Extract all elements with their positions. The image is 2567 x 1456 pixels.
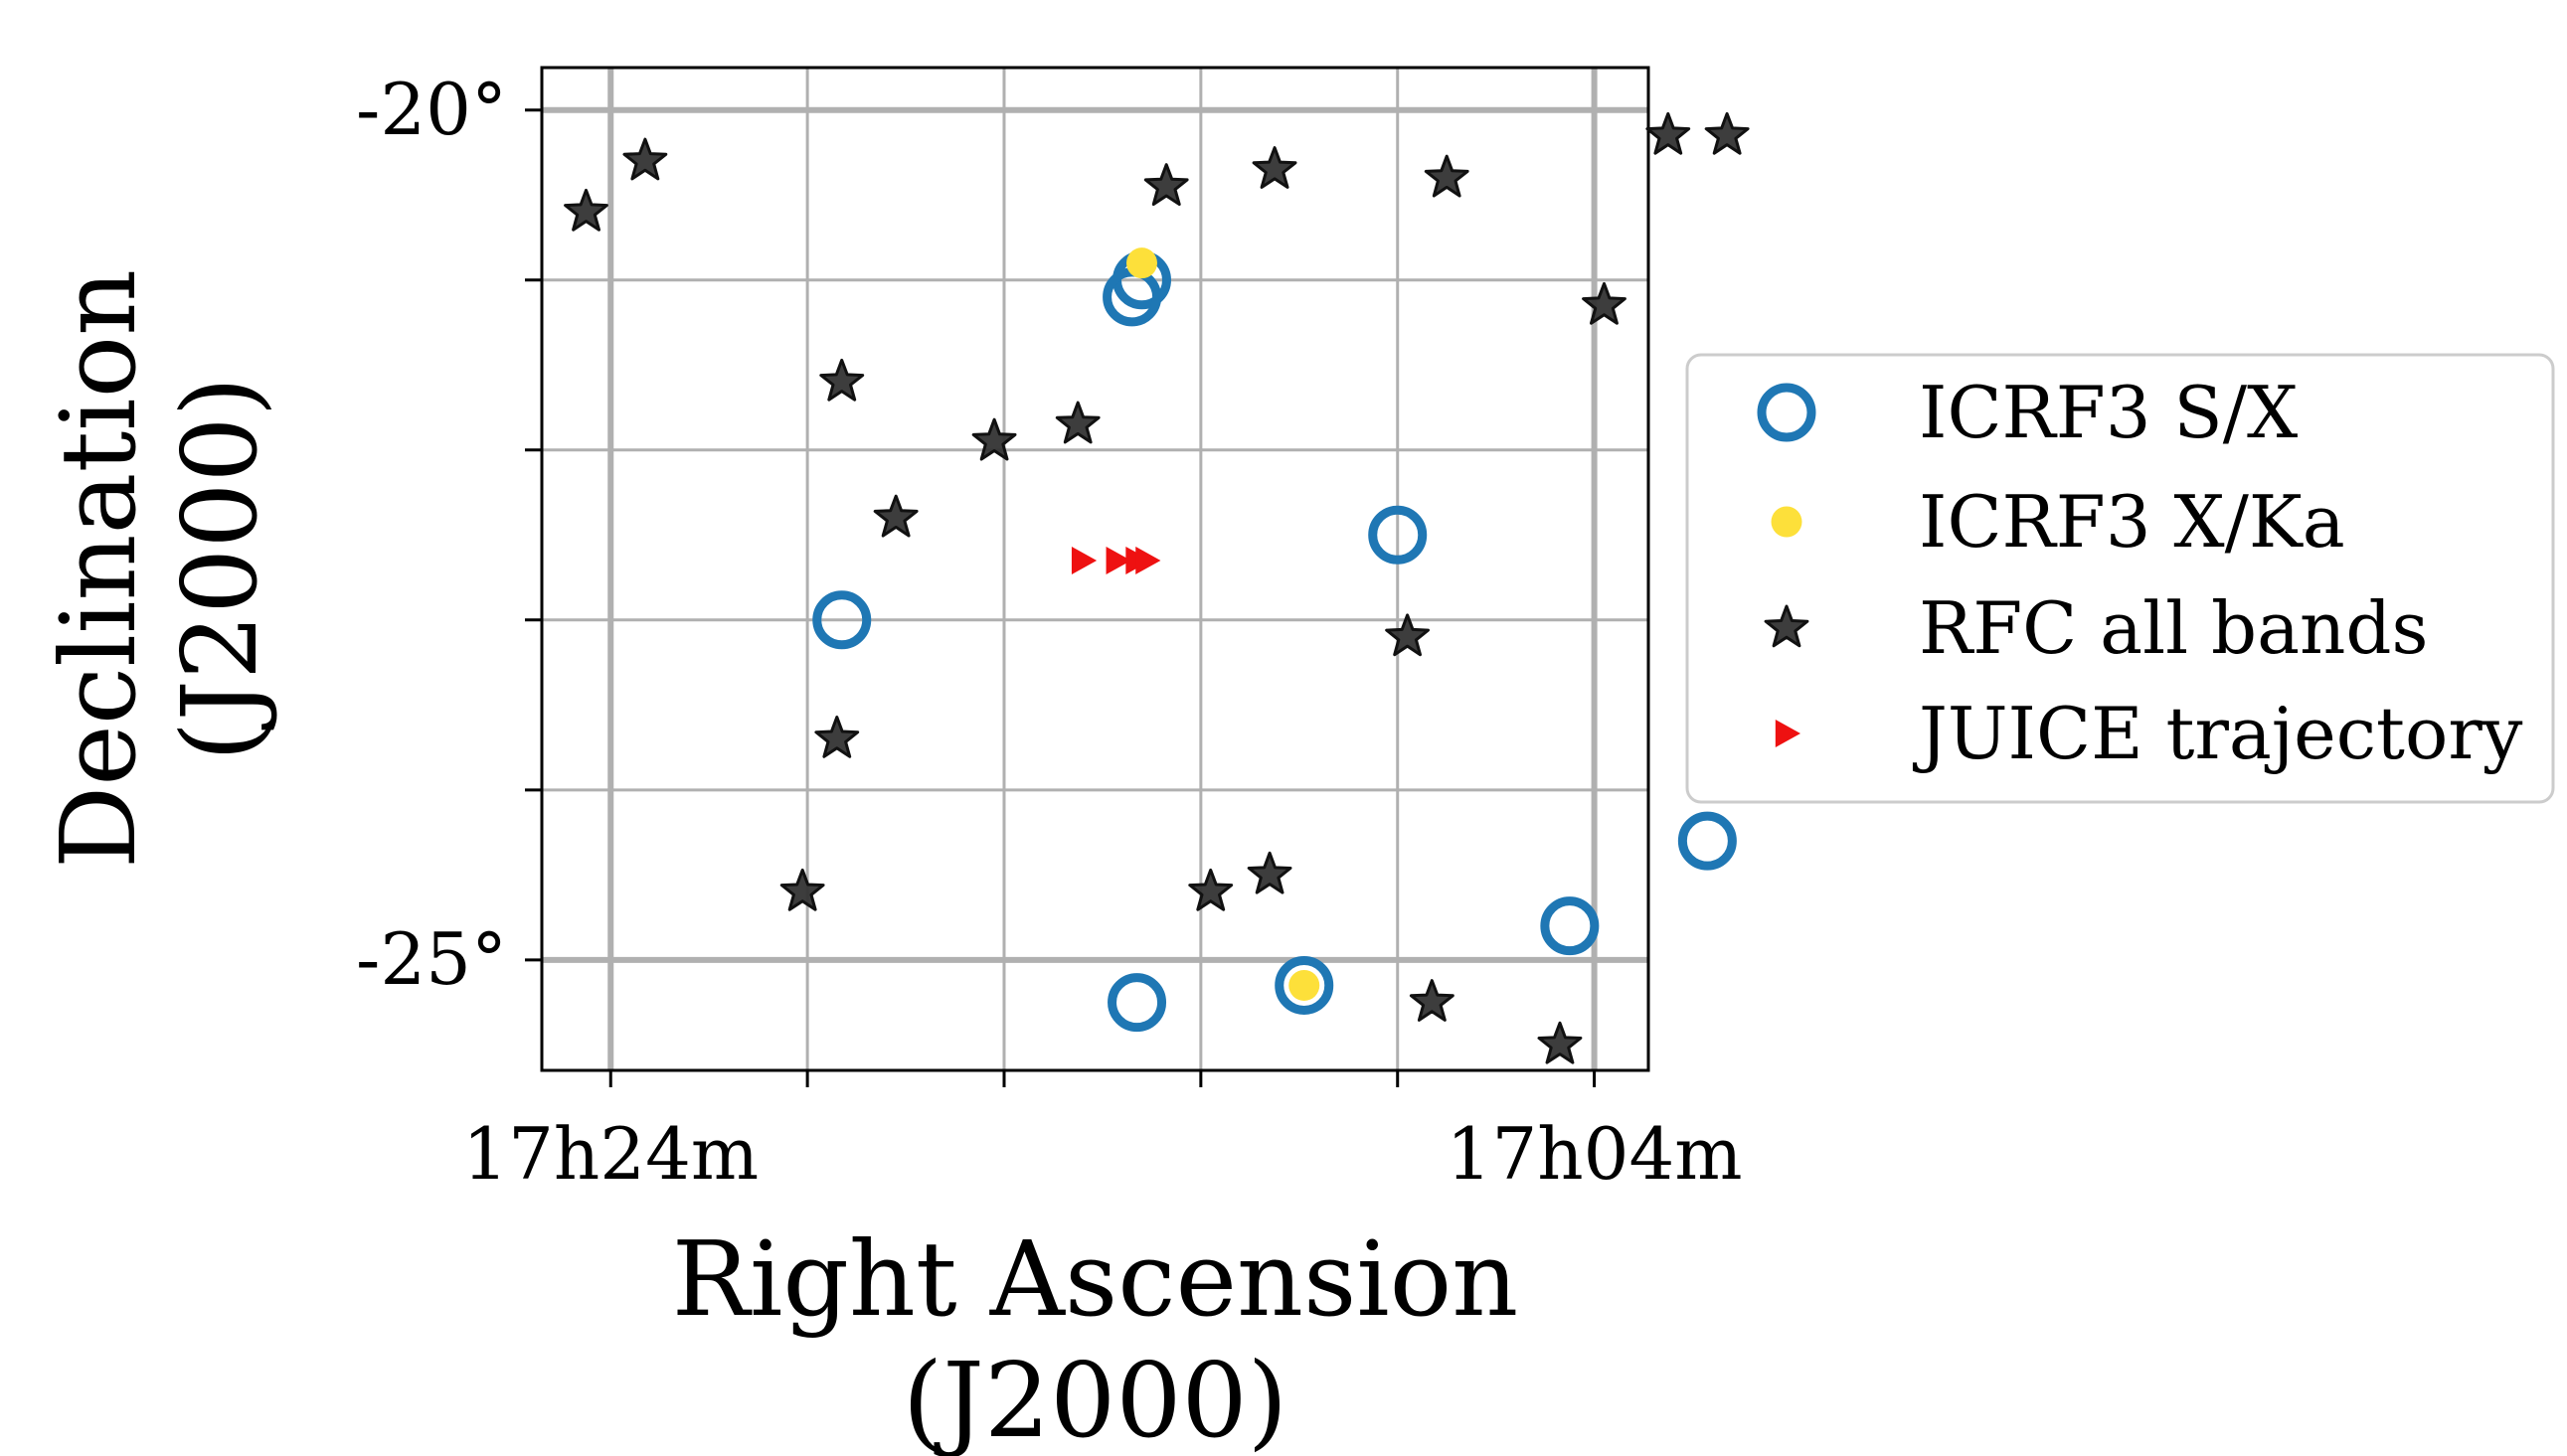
data-point-series2-3 bbox=[873, 494, 919, 538]
data-point-series2-10 bbox=[1704, 111, 1750, 155]
data-point-series1-0 bbox=[1125, 247, 1157, 279]
data-point-series2-17 bbox=[1409, 979, 1455, 1022]
legend: ICRF3 S/X ICRF3 X/Ka RFC all bands JUICE tr… bbox=[1685, 353, 2555, 804]
data-point-series0-7 bbox=[1275, 955, 1334, 1015]
series-2 bbox=[564, 111, 1750, 1064]
y-tick-label: -25° bbox=[356, 917, 507, 1001]
data-point-series2-2 bbox=[819, 358, 865, 402]
y-tick-label: -20° bbox=[356, 68, 507, 151]
legend-box bbox=[1685, 353, 2555, 804]
data-point-series1-1 bbox=[1288, 969, 1320, 1001]
data-point-series0-3 bbox=[1368, 505, 1428, 565]
data-point-series2-6 bbox=[1143, 163, 1189, 206]
y-axis-label-unit: (J2000) bbox=[159, 377, 280, 762]
series-3 bbox=[1071, 546, 1161, 574]
data-point-series0-5 bbox=[1540, 896, 1600, 956]
data-point-series3-0 bbox=[1071, 546, 1098, 574]
data-point-series2-1 bbox=[622, 137, 668, 181]
axis-ticks: 17h24m 17h04m -20° -25° bbox=[356, 68, 1742, 1196]
legend-label: ICRF3 X/Ka bbox=[1919, 480, 2345, 564]
x-axis-label-unit: (J2000) bbox=[903, 1340, 1288, 1456]
legend-label: JUICE trajectory bbox=[1912, 692, 2523, 775]
data-marks bbox=[564, 111, 1750, 1064]
legend-marker-0 bbox=[1757, 383, 1816, 442]
data-point-series0-6 bbox=[1108, 973, 1167, 1033]
data-point-series2-18 bbox=[1537, 1021, 1583, 1064]
data-point-series2-16 bbox=[1188, 868, 1234, 911]
data-point-series3-1 bbox=[1106, 546, 1131, 574]
y-axis-label: Declination bbox=[38, 269, 159, 869]
legend-marker-2 bbox=[1764, 604, 1809, 648]
axis-labels: Right Ascension(J2000)Declination (J2000) bbox=[38, 269, 1518, 1456]
legend-marker-1 bbox=[1771, 506, 1802, 538]
data-point-series2-13 bbox=[814, 716, 860, 758]
data-point-series2-8 bbox=[1424, 154, 1469, 198]
data-point-series2-5 bbox=[1055, 401, 1101, 444]
grid-lines bbox=[542, 68, 1648, 1070]
data-point-series2-12 bbox=[1385, 613, 1430, 657]
data-point-series0-4 bbox=[1677, 811, 1737, 871]
x-tick-label: 17h04m bbox=[1447, 1112, 1743, 1196]
series-1 bbox=[1125, 247, 1320, 1001]
legend-label: ICRF3 S/X bbox=[1919, 371, 2298, 454]
x-axis-label: Right Ascension bbox=[672, 1218, 1518, 1340]
data-point-series2-15 bbox=[1247, 851, 1292, 894]
data-point-series2-9 bbox=[1582, 281, 1626, 325]
x-tick-label: 17h24m bbox=[462, 1112, 759, 1196]
data-point-series2-7 bbox=[1252, 146, 1297, 189]
data-point-series2-11 bbox=[1645, 111, 1691, 155]
data-point-series3-3 bbox=[1135, 546, 1161, 574]
plot-frame bbox=[540, 66, 1650, 1072]
legend-marker-3 bbox=[1775, 720, 1800, 747]
data-point-series2-0 bbox=[564, 188, 608, 232]
legend-label: RFC all bands bbox=[1919, 586, 2428, 670]
data-point-series0-2 bbox=[812, 590, 872, 650]
data-point-series2-14 bbox=[779, 868, 825, 911]
data-point-series2-4 bbox=[971, 417, 1017, 461]
